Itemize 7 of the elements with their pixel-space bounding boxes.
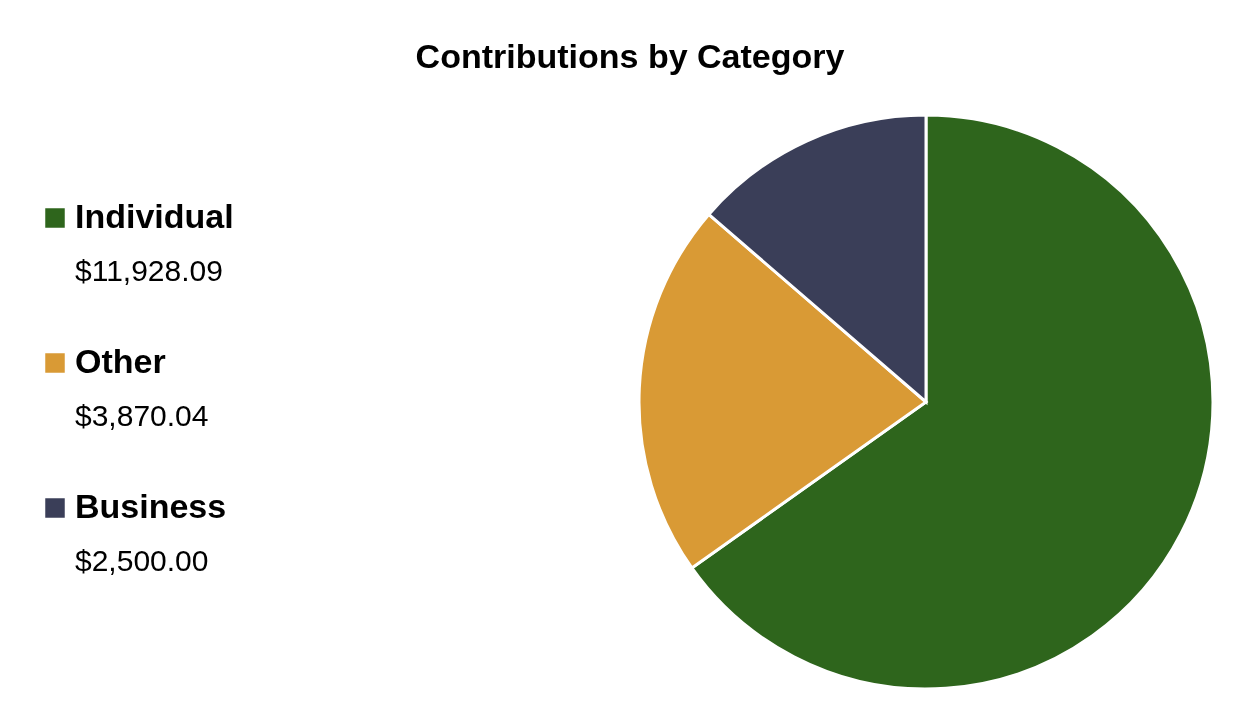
legend-label: Individual (75, 197, 234, 235)
data-label: $2,500.00 (75, 544, 209, 577)
chart-title: Contributions by Category (415, 37, 845, 75)
data-label: $11,928.09 (75, 254, 223, 287)
legend-label: Other (75, 342, 166, 380)
legend-label: Business (75, 487, 227, 525)
data-label: $3,870.04 (75, 399, 209, 432)
